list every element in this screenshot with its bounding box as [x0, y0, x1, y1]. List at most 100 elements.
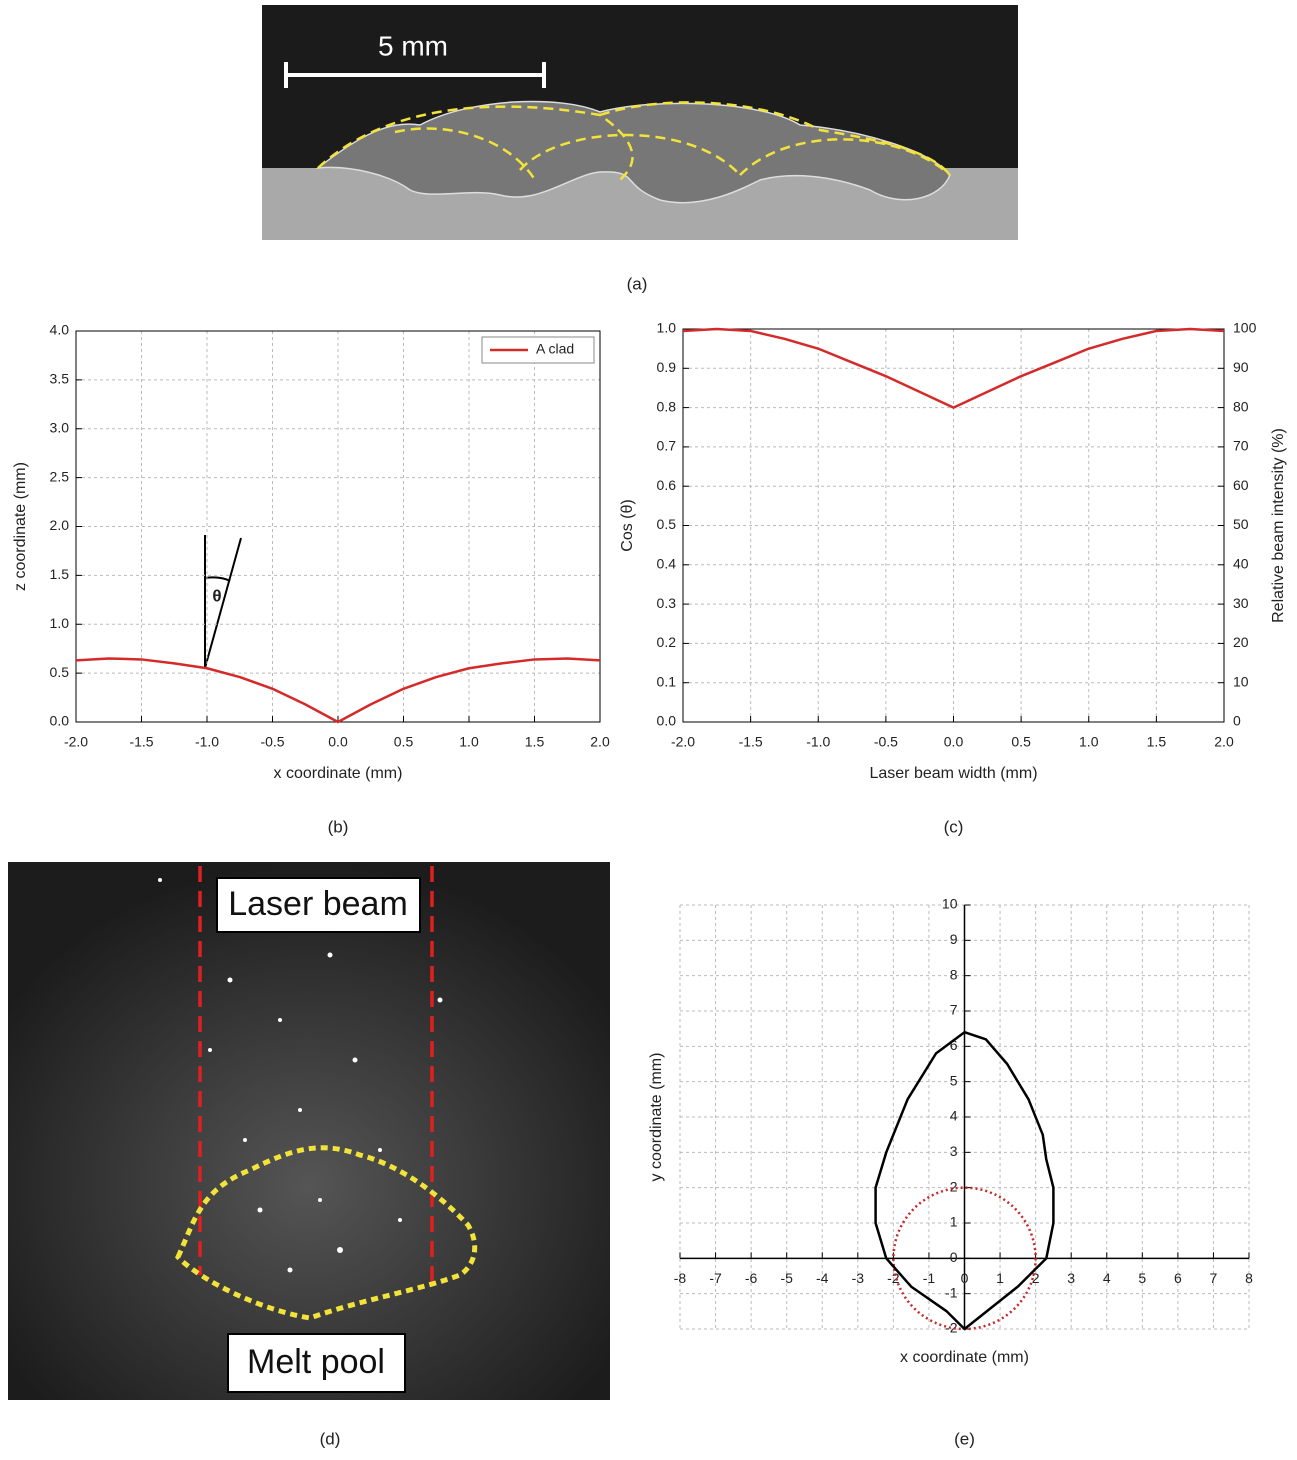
y-tick-label: 1.5: [50, 566, 70, 582]
legend-label: A clad: [536, 341, 574, 357]
data-line: [75, 657, 601, 724]
photo-d: Laser beam Melt pool: [8, 862, 610, 1400]
y-tick-label: 3: [950, 1143, 958, 1159]
y-tick-label: 0.9: [657, 359, 677, 375]
y2-tick-label: 20: [1233, 634, 1249, 650]
y2-tick-label: 70: [1233, 438, 1249, 454]
data-line: [874, 1031, 1055, 1331]
x-tick-label: 1: [996, 1270, 1004, 1286]
y-tick-label: 1: [950, 1214, 958, 1230]
x-tick-label: 6: [1174, 1270, 1182, 1286]
x-tick-label: -1.5: [739, 734, 763, 750]
x-tick-label: -5: [780, 1270, 793, 1286]
y-tick-label: 4.0: [50, 322, 70, 338]
x-tick-label: 0.0: [944, 734, 964, 750]
y-tick-label: 0.8: [657, 398, 677, 414]
annotation: θ: [212, 586, 221, 605]
y-tick-label: 0.0: [50, 713, 70, 729]
y-tick-label: 0.2: [657, 634, 677, 650]
y-axis-label: Cos (θ): [619, 499, 636, 551]
photo-background: [8, 862, 610, 1400]
y-tick-label: 0.7: [657, 438, 677, 454]
y-tick-label: 1.0: [657, 320, 677, 336]
x-tick-label: 5: [1138, 1270, 1146, 1286]
y2-tick-label: 30: [1233, 595, 1249, 611]
x-tick-label: -1.0: [806, 734, 830, 750]
y-tick-label: 2.0: [50, 517, 70, 533]
y-tick-label: 4: [950, 1108, 958, 1124]
clad-bead: [315, 100, 951, 204]
x-tick-label: -3: [852, 1270, 865, 1286]
label-box: [216, 877, 421, 933]
x-tick-label: 2.0: [590, 734, 610, 750]
x-tick-label: -7: [709, 1270, 722, 1286]
x-tick-label: -2.0: [64, 734, 88, 750]
x-tick-label: -4: [816, 1270, 829, 1286]
y-tick-label: 7: [950, 1002, 958, 1018]
x-tick-label: -8: [674, 1270, 687, 1286]
x-axis-label: Laser beam width (mm): [869, 765, 1037, 782]
caption: (e): [954, 1429, 975, 1448]
x-tick-label: 2.0: [1214, 734, 1234, 750]
y2-tick-label: 60: [1233, 477, 1249, 493]
y2-tick-label: 10: [1233, 673, 1249, 689]
y-tick-label: 2: [950, 1178, 958, 1194]
y2-tick-label: 0: [1233, 713, 1241, 729]
x-tick-label: -0.5: [260, 734, 284, 750]
caption: (c): [944, 817, 964, 836]
y-tick-label: 2.5: [50, 468, 70, 484]
angle-diagram: [204, 535, 242, 669]
x-axis-label: x coordinate (mm): [274, 765, 403, 782]
photo-label: Melt pool: [247, 1343, 385, 1381]
y-tick-label: 0.5: [657, 516, 677, 532]
x-tick-label: -1: [923, 1270, 936, 1286]
y-tick-label: 1.0: [50, 615, 70, 631]
y-tick-label: 9: [950, 931, 958, 947]
x-tick-label: 1.0: [1079, 734, 1099, 750]
data-line: [682, 327, 1225, 409]
x-tick-label: -1.0: [195, 734, 219, 750]
y-tick-label: 0.3: [657, 595, 677, 611]
label-box: [227, 1333, 406, 1393]
x-tick-label: -1.5: [129, 734, 153, 750]
y2-axis-label: Relative beam intensity (%): [1270, 428, 1287, 623]
caption: (b): [328, 817, 349, 836]
y-tick-label: 5: [950, 1072, 958, 1088]
y-tick-label: 0.1: [657, 673, 677, 689]
y2-tick-label: 80: [1233, 398, 1249, 414]
x-tick-label: 3: [1067, 1270, 1075, 1286]
legend-box: [481, 336, 595, 364]
x-tick-label: -2: [887, 1270, 900, 1286]
caption: (d): [320, 1429, 341, 1448]
scale-label: 5 mm: [378, 30, 448, 61]
x-tick-label: 0.0: [328, 734, 348, 750]
y2-tick-label: 100: [1233, 320, 1257, 336]
x-tick-label: -2.0: [671, 734, 695, 750]
photo-label: Laser beam: [228, 885, 408, 923]
x-tick-label: 1.5: [525, 734, 545, 750]
x-tick-label: -0.5: [874, 734, 898, 750]
x-tick-label: 0.5: [1011, 734, 1031, 750]
y-tick-label: 3.5: [50, 371, 70, 387]
x-axis-label: x coordinate (mm): [900, 1349, 1029, 1366]
y-tick-label: 8: [950, 966, 958, 982]
y-axis-label: z coordinate (mm): [12, 462, 29, 591]
x-tick-label: 0: [961, 1270, 969, 1286]
x-tick-label: -6: [745, 1270, 758, 1286]
photo-a: 5 mm: [262, 5, 1018, 240]
y2-tick-label: 40: [1233, 556, 1249, 572]
track-outlines: [317, 101, 951, 181]
y-tick-label: 0.5: [50, 664, 70, 680]
y-axis-label: y coordinate (mm): [648, 1053, 665, 1182]
y2-tick-label: 50: [1233, 516, 1249, 532]
y-tick-label: 10: [942, 896, 958, 912]
y-tick-label: 6: [950, 1037, 958, 1053]
y-tick-label: -1: [945, 1284, 958, 1300]
x-tick-label: 1.0: [459, 734, 479, 750]
melt-pool-outline: [175, 1145, 478, 1321]
y-tick-label: 0.0: [657, 713, 677, 729]
y-tick-label: 0.6: [657, 477, 677, 493]
x-tick-label: 0.5: [394, 734, 414, 750]
